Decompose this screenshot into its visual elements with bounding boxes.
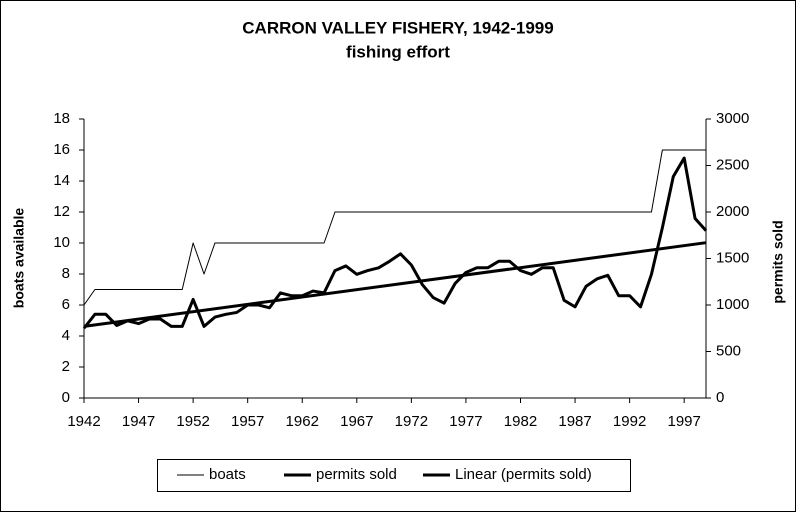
y2-tick-label: 3000	[716, 110, 749, 127]
y2-tick-label: 2000	[716, 203, 749, 220]
x-tick-label: 1987	[558, 413, 591, 430]
y-tick-label: 6	[62, 296, 70, 313]
legend-label: boats	[209, 466, 246, 483]
x-tick-label: 1992	[613, 413, 646, 430]
y2-axis-label: permits sold	[770, 220, 786, 303]
y-tick-label: 18	[53, 110, 70, 127]
y2-tick-label: 1000	[716, 296, 749, 313]
y-tick-label: 10	[53, 234, 70, 251]
y-tick-label: 4	[62, 327, 70, 344]
x-tick-label: 1967	[340, 413, 373, 430]
y2-tick-label: 2500	[716, 156, 749, 173]
x-tick-label: 1962	[286, 413, 319, 430]
y-tick-label: 12	[53, 203, 70, 220]
x-tick-label: 1977	[449, 413, 482, 430]
y2-tick-label: 0	[716, 389, 724, 406]
x-tick-label: 1952	[176, 413, 209, 430]
y-axis-label: boats available	[11, 208, 27, 309]
x-tick-label: 1972	[395, 413, 428, 430]
x-tick-label: 1942	[67, 413, 100, 430]
y-tick-label: 16	[53, 141, 70, 158]
legend-label: Linear (permits sold)	[455, 466, 592, 483]
x-tick-label: 1947	[122, 413, 155, 430]
x-tick-label: 1997	[667, 413, 700, 430]
chart-title: CARRON VALLEY FISHERY, 1942-1999	[242, 18, 553, 37]
y-tick-label: 14	[53, 172, 70, 189]
legend-label: permits sold	[316, 466, 397, 483]
y2-tick-label: 1500	[716, 249, 749, 266]
x-tick-label: 1957	[231, 413, 264, 430]
series-line	[83, 149, 706, 306]
y-tick-label: 0	[62, 389, 70, 406]
x-tick-label: 1982	[504, 413, 537, 430]
y2-tick-label: 500	[716, 342, 741, 359]
y-tick-label: 8	[62, 265, 70, 282]
legend	[157, 459, 631, 492]
chart-subtitle: fishing effort	[346, 42, 450, 61]
y-tick-label: 2	[62, 358, 70, 375]
series-line	[83, 241, 707, 328]
